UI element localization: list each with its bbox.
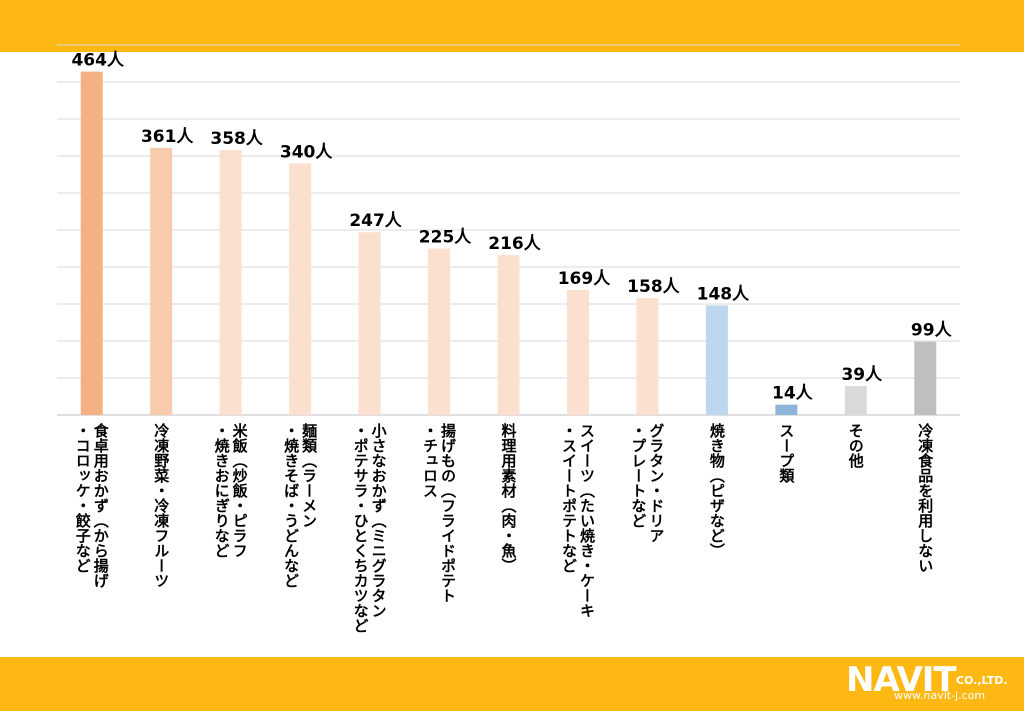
bottom-banner: [0, 657, 1024, 711]
category-label: ・ポテサラ・ひとくちカツなど: [352, 423, 370, 633]
category-label: スイーツ（たい焼き・ケーキ: [578, 423, 596, 618]
data-label: 39人: [841, 365, 883, 385]
data-label: 216人: [488, 234, 541, 254]
bar: [914, 341, 937, 415]
data-label: 464人: [71, 51, 124, 71]
category-label: ・チュロス: [421, 423, 439, 498]
bar: [775, 404, 798, 415]
category-label: 揚げもの（フライドポテト: [439, 423, 457, 603]
data-label: 358人: [210, 129, 263, 149]
data-label: 14人: [772, 384, 814, 404]
data-label: 99人: [911, 321, 953, 341]
category-label: 冷凍野菜・冷凍フルーツ: [152, 422, 170, 588]
category-label: ・焼きそば・うどんなど: [282, 423, 300, 588]
category-label: 米飯（炒飯・ピラフ: [231, 422, 249, 558]
data-label: 247人: [349, 211, 402, 231]
bar: [636, 298, 659, 415]
logo-url: www.navit-j.com: [894, 689, 986, 702]
top-banner: [0, 0, 1024, 52]
category-label: ・コロッケ・餃子など: [74, 423, 92, 573]
data-label: 169人: [558, 269, 611, 289]
bar: [844, 386, 867, 415]
category-label: 食卓用おかず（から揚げ: [92, 422, 110, 588]
category-label: 小さなおかず（ミニグラタン: [370, 423, 388, 618]
category-label: 冷凍食品を利用しない: [916, 422, 934, 573]
bar: [566, 289, 589, 415]
data-label: 225人: [419, 228, 472, 248]
navit-logo: NAVIT CO.,LTD. www.navit-j.com: [846, 660, 1016, 705]
data-label: 148人: [697, 284, 750, 304]
bar: [150, 147, 173, 416]
bar: [497, 255, 520, 415]
category-label: ・スイートポテトなど: [560, 423, 578, 573]
bar: [705, 305, 728, 415]
bar: [428, 248, 451, 415]
category-label: 料理用素材（肉・魚）: [500, 422, 518, 573]
category-label: グラタン・ドリア: [647, 423, 665, 543]
data-label: 361人: [141, 127, 194, 147]
logo-company-suffix: CO.,LTD.: [956, 674, 1008, 687]
category-label: ・プレートなど: [629, 423, 647, 528]
category-label: その他: [847, 423, 865, 469]
bar: [80, 71, 103, 415]
category-label: スープ類: [777, 423, 795, 484]
logo-brand: NAVIT: [846, 660, 957, 700]
bar: [219, 150, 242, 415]
bar: [289, 163, 312, 415]
category-label: 焼き物（ピザなど）: [708, 422, 726, 558]
data-label: 158人: [627, 277, 680, 297]
category-label: 麺類（ラーメン: [300, 422, 318, 528]
data-label: 340人: [280, 142, 333, 162]
category-label: ・焼きおにぎりなど: [213, 423, 231, 558]
bar: [358, 232, 381, 415]
